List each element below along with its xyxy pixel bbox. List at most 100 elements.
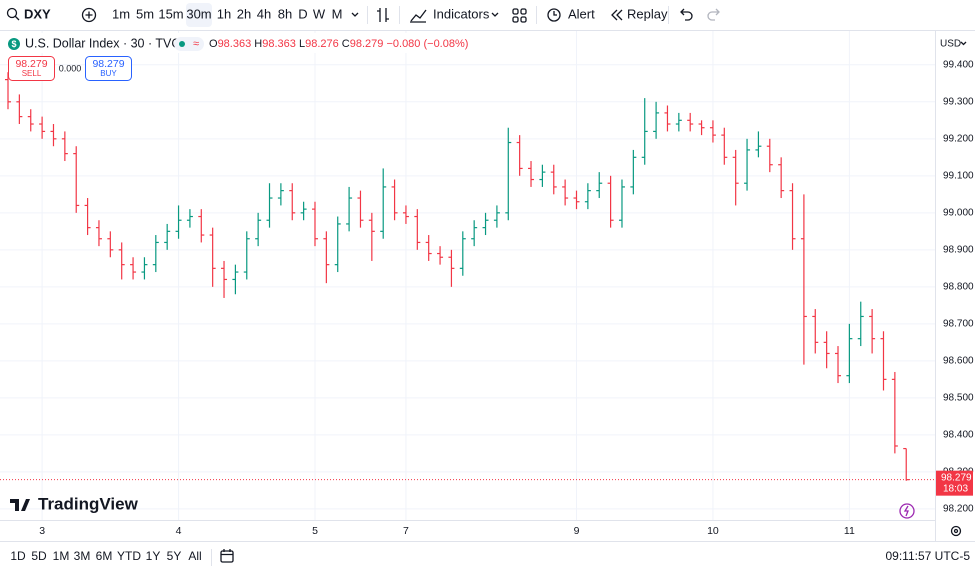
last-price-box [936,470,973,496]
interval[interactable]: D [298,6,307,21]
last-price-label: 98.279 [941,472,972,483]
currency-chevron[interactable] [960,41,967,46]
interval[interactable]: 2h [237,6,251,21]
data-delay-icon: ≈ [193,38,199,50]
currency-selector[interactable]: USD [940,39,961,50]
indicators-chevron[interactable] [491,12,499,17]
y-tick-label: 99.000 [943,207,974,218]
legend-title: U.S. Dollar Index · 30 · TVC [25,36,180,50]
replay-button[interactable]: Replay [627,6,668,21]
icon-part [512,8,519,15]
y-tick-label: 99.200 [943,133,974,144]
c-label: C [342,38,350,50]
range-button[interactable]: YTD [117,549,141,563]
interval[interactable]: M [332,6,343,21]
o-label: O [209,38,218,50]
alert-icon [547,8,561,22]
range-button[interactable]: 1D [10,549,26,563]
interval[interactable]: 1h [217,6,231,21]
x-tick-label: 3 [39,525,45,537]
h-value: 98.363 [262,38,296,50]
search-icon[interactable] [6,7,18,19]
market-status [179,41,185,47]
interval-active-bg [186,3,212,27]
x-tick-label: 5 [312,525,318,537]
range-button[interactable]: 1Y [146,549,161,563]
y-tick-label: 98.700 [943,318,974,329]
interval[interactable]: W [313,6,326,21]
symbol-logo-letter: $ [11,39,16,49]
spread: 0.000 [59,63,82,73]
range-button[interactable]: All [188,549,201,563]
range-button[interactable]: 1M [53,549,70,563]
symbol[interactable]: DXY [24,6,51,21]
search-icon-handle [14,15,20,21]
x-tick-label: 9 [574,525,580,537]
icon-part [520,16,527,23]
y-tick-label: 99.400 [943,59,974,70]
chart-type-icon[interactable] [377,8,389,22]
icon-part [520,8,527,15]
interval[interactable]: 5m [136,6,154,21]
tv-logo [10,499,30,511]
alert-button[interactable]: Alert [568,6,595,21]
grid [0,31,935,520]
x-tick-label: 4 [176,525,182,537]
redo-button[interactable] [707,8,720,21]
buy-price: 98.279 [92,58,124,70]
goto-date-button[interactable] [220,550,234,563]
l-label: L [299,38,305,50]
undo-button[interactable] [680,8,693,21]
plus [85,11,93,19]
ohlc-legend: O98.363 H98.363 L98.276 C98.279 −0.080 (… [209,38,468,50]
interval[interactable]: 30m [186,6,211,21]
range-button[interactable]: 3M [74,549,91,563]
interval[interactable]: 1m [112,6,130,21]
lightning-button[interactable] [899,503,915,519]
range-button[interactable]: 6M [96,549,113,563]
sell-button[interactable] [8,56,55,81]
interval[interactable]: 4h [257,6,271,21]
settings-button[interactable] [950,525,962,537]
settings-icon [953,528,959,534]
h-label: H [254,38,262,50]
clock: 09:11:57 UTC-5 [886,549,971,563]
y-tick-label: 98.600 [943,356,974,367]
l-value: 98.276 [305,38,339,50]
x-tick-label: 10 [707,525,719,537]
legend-bg [0,33,460,53]
y-tick-label: 98.900 [943,244,974,255]
sell-price: 98.279 [15,58,47,70]
y-tick-label: 98.400 [943,430,974,441]
replay-icon [611,9,623,21]
c-value: 98.279 [350,38,384,50]
icon-part [512,16,519,23]
toolbar [0,0,975,30]
bars [0,72,935,481]
range-button[interactable]: 5Y [167,549,182,563]
x-tick-label: 11 [844,525,855,537]
y-tick-label: 99.100 [943,170,974,181]
templates-icon[interactable] [512,8,527,23]
o-value: 98.363 [218,38,252,50]
interval[interactable]: 15m [158,6,183,21]
y-tick-label: 99.300 [943,96,974,107]
x-tick-label: 7 [403,525,409,537]
status-pill [174,37,204,51]
indicators-button[interactable]: Indicators [433,6,490,21]
interval[interactable]: 8h [278,6,292,21]
range-button[interactable]: 5D [31,549,47,563]
sell-label: SELL [22,69,42,78]
y-tick-label: 98.800 [943,281,974,292]
symbol-logo [8,38,20,50]
interval-chevron[interactable] [351,12,359,17]
indicators-icon [410,9,427,23]
calendar-icon [221,549,233,556]
y-tick-label: 98.500 [943,393,974,404]
buy-label: BUY [100,69,117,78]
watermark: TradingView [38,494,139,513]
compare-button[interactable] [81,7,97,23]
buy-button[interactable] [85,56,132,81]
